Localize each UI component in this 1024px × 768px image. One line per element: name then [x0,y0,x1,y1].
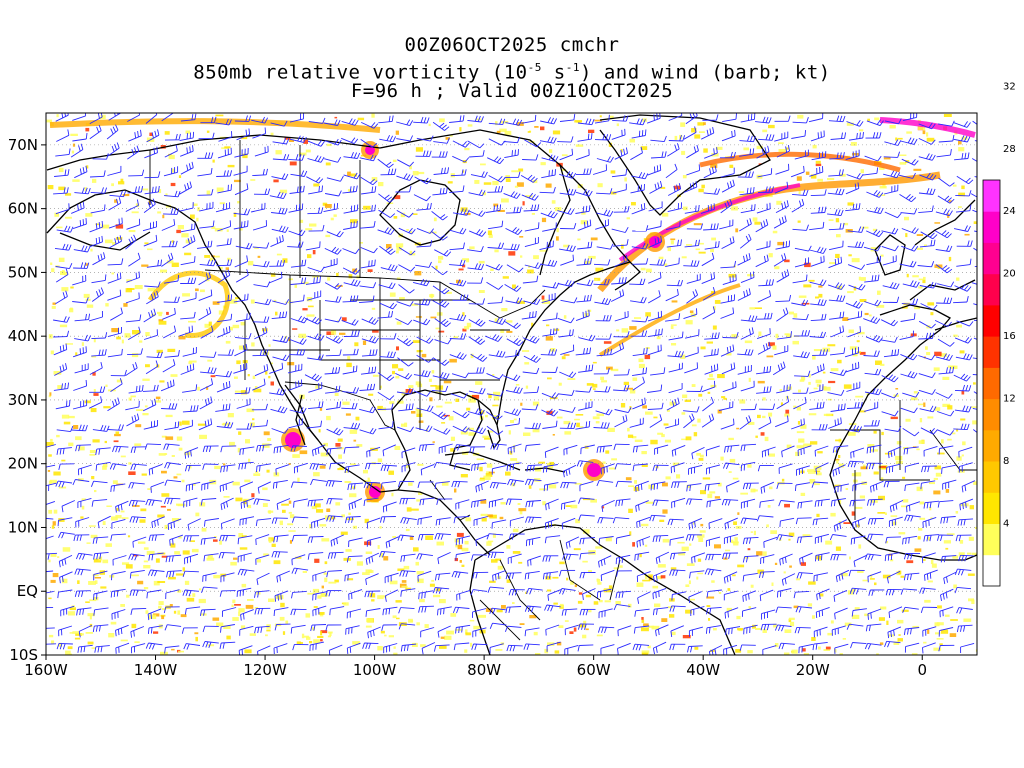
coastline-iberia-africa [829,304,977,561]
colorbar-swatch [983,367,1000,400]
lon-label: 20W [796,661,830,679]
lon-label: 40W [686,661,720,679]
colorbar-swatch [983,273,1000,306]
coastline-east-coast [496,261,641,426]
map-background [46,113,977,655]
wind-barbs [46,113,977,655]
colorbar-swatch [983,429,1000,462]
colorbar-swatch [983,336,1000,368]
colorbar-label: 16 [1003,331,1016,342]
us-mexico-border [284,381,396,431]
colorbar-swatch [983,180,1000,212]
lon-label: 160W [24,661,68,679]
coastline-labrador [559,164,631,263]
colorbar-label: 12 [1003,394,1016,405]
lon-label: 80W [467,661,501,679]
colorbar-label: 32 [1003,81,1016,92]
colorbar-label: 28 [1003,144,1016,155]
colorbar-swatch [983,554,1000,587]
lon-label: 60W [577,661,611,679]
colorbar-swatch [983,492,1000,524]
coastline-canada-arctic [149,129,571,276]
map-plot-area [46,113,977,655]
lat-label: EQ [17,582,38,600]
title-line-3: F=96 h ; Valid 00Z10OCT2025 [350,80,674,102]
coastline-greenland [599,114,771,216]
lat-label: 40N [8,327,38,345]
lat-label: 70N [8,136,38,154]
lon-label: 0 [917,661,927,679]
colorbar-swatch [983,304,1000,337]
title-line-1: 00Z06OCT2025 cmchr [404,34,620,56]
axis-labels: 160W 140W 120W 100W 80W 60W 40W 20W 0 70N 60N 50N 40… [8,136,927,679]
colorbar: 4 8 12 16 20 24 28 32 [982,81,1016,587]
lon-label: 100W [353,661,397,679]
africa-borders [830,400,977,520]
lat-label: 10N [8,518,38,536]
title-line-2: 850mb relative vorticity (10-5 s-1) and … [193,61,831,84]
coastline-gulf [391,389,483,491]
colorbar-label: 8 [1003,456,1009,467]
coastline-south-america [469,524,736,655]
map-frame [45,112,978,656]
lat-label: 20N [8,455,38,473]
lat-label: 50N [8,263,38,281]
lon-label: 140W [134,661,178,679]
colorbar-label: 4 [1003,519,1009,530]
lat-label: 60N [8,200,38,218]
colorbar-swatch [983,461,1000,493]
lat-label: 10S [9,646,38,664]
coastline-baja [284,384,319,446]
coastline-central-america [397,489,491,556]
colorbar-swatch [983,523,1000,556]
us-canada-border [204,269,546,319]
coastline-florida [477,399,501,450]
latin-america-borders [429,479,621,641]
colorbar-swatch [983,398,1000,431]
colorbar-label: 24 [1003,206,1016,217]
lat-label: 30N [8,391,38,409]
colorbar-swatch [983,242,1000,275]
colorbar-label: 20 [1003,269,1016,280]
colorbar-swatch [983,211,1000,243]
coastline-hispaniola [524,467,566,473]
coastline-cuba [444,451,521,471]
coastline-hudson-bay [379,179,461,246]
lon-label: 120W [243,661,287,679]
